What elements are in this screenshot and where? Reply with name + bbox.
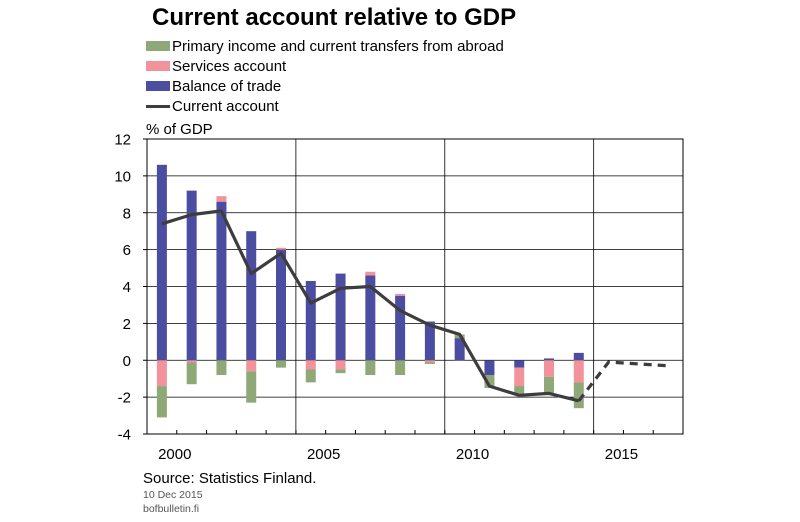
bar-balance-of-trade-2006: [365, 275, 376, 361]
legend-item-primary-income: Primary income and current transfers fro…: [146, 36, 504, 56]
y-tick-label: -4: [118, 427, 131, 444]
bar-primary-income-and-current-transfers-from-abroad-2011: [514, 386, 525, 396]
x-tick-label: 2010: [456, 446, 489, 463]
bar-services-account-2007: [395, 293, 406, 296]
bar-balance-of-trade-2013: [573, 352, 584, 361]
y-axis-unit-label: % of GDP: [146, 121, 213, 138]
bar-balance-of-trade-2004: [305, 280, 316, 361]
bar-primary-income-and-current-transfers-from-abroad-2000: [186, 362, 197, 385]
bar-primary-income-and-current-transfers-from-abroad-2010: [484, 375, 495, 388]
y-tick-label: 2: [123, 316, 131, 333]
y-tick-label: 8: [123, 205, 131, 222]
legend-swatch-trade: [146, 81, 170, 91]
bar-balance-of-trade-2011: [514, 360, 525, 368]
legend-swatch-current-account: [146, 104, 170, 108]
bar-balance-of-trade-2000: [186, 190, 197, 361]
bar-balance-of-trade-2008: [424, 321, 435, 361]
legend-item-services: Services account: [146, 56, 504, 76]
legend-label-current-account: Current account: [172, 97, 279, 115]
bar-services-account-2008: [424, 360, 435, 363]
legend-item-trade: Balance of trade: [146, 76, 504, 96]
legend-swatch-services: [146, 61, 170, 71]
site-name: bofbulletin.fi: [143, 503, 200, 515]
bar-services-account-1999: [156, 360, 167, 387]
current-account-line: [161, 209, 580, 403]
bar-services-account-2005: [335, 360, 346, 370]
y-tick-label: 12: [114, 132, 131, 149]
legend-swatch-primary-income: [146, 41, 170, 51]
y-tick-label: 10: [114, 168, 131, 185]
bar-balance-of-trade-2012: [544, 358, 554, 361]
y-tick-label: 0: [123, 353, 131, 370]
bar-primary-income-and-current-transfers-from-abroad-1999: [156, 386, 167, 418]
y-tick-label: 4: [123, 279, 131, 296]
bar-services-account-2000: [186, 360, 197, 363]
legend-item-current-account: Current account: [146, 96, 504, 116]
legend: Primary income and current transfers fro…: [146, 36, 504, 116]
bar-services-account-2011: [514, 367, 525, 387]
bar-balance-of-trade-2002: [246, 231, 257, 361]
legend-label-services: Services account: [172, 57, 287, 75]
bar-balance-of-trade-2007: [395, 295, 406, 361]
bar-primary-income-and-current-transfers-from-abroad-2012: [544, 376, 554, 394]
bar-services-account-2004: [305, 360, 316, 370]
publication-date: 10 Dec 2015: [143, 489, 203, 501]
bar-primary-income-and-current-transfers-from-abroad-2007: [395, 360, 406, 375]
y-tick-label: 6: [123, 242, 131, 259]
bar-services-account-2012: [544, 360, 554, 377]
current-account-forecast-line: [577, 360, 669, 402]
bar-primary-income-and-current-transfers-from-abroad-2013: [573, 382, 584, 409]
bar-balance-of-trade-2010: [484, 360, 495, 375]
x-tick-label: 2000: [158, 446, 191, 463]
bar-balance-of-trade-2005: [335, 273, 346, 361]
x-tick-label: 2015: [605, 446, 638, 463]
bar-primary-income-and-current-transfers-from-abroad-2003: [276, 360, 286, 368]
bar-primary-income-and-current-transfers-from-abroad-2001: [216, 360, 227, 375]
bar-balance-of-trade-1999: [156, 164, 167, 361]
legend-label-trade: Balance of trade: [172, 77, 282, 95]
bar-services-account-2002: [246, 360, 257, 372]
x-tick-label: 2005: [307, 446, 340, 463]
legend-label-primary-income: Primary income and current transfers fro…: [172, 37, 504, 55]
y-tick-label: -2: [118, 390, 131, 407]
bar-primary-income-and-current-transfers-from-abroad-2005: [335, 369, 346, 374]
bar-services-account-2013: [573, 360, 584, 383]
bar-primary-income-and-current-transfers-from-abroad-2004: [305, 369, 316, 383]
bar-services-account-2006: [365, 271, 376, 276]
bar-services-account-2001: [216, 196, 227, 202]
plot-frame: [146, 138, 684, 435]
bar-services-account-2003: [276, 247, 286, 250]
source-note: Source: Statistics Finland.: [143, 470, 317, 487]
bar-primary-income-and-current-transfers-from-abroad-2002: [246, 371, 257, 403]
bar-balance-of-trade-2009: [454, 338, 465, 361]
chart-title: Current account relative to GDP: [152, 4, 517, 31]
bar-primary-income-and-current-transfers-from-abroad-2008: [424, 362, 435, 364]
bar-balance-of-trade-2001: [216, 201, 227, 361]
bar-primary-income-and-current-transfers-from-abroad-2006: [365, 360, 376, 375]
bar-balance-of-trade-2003: [276, 249, 286, 361]
